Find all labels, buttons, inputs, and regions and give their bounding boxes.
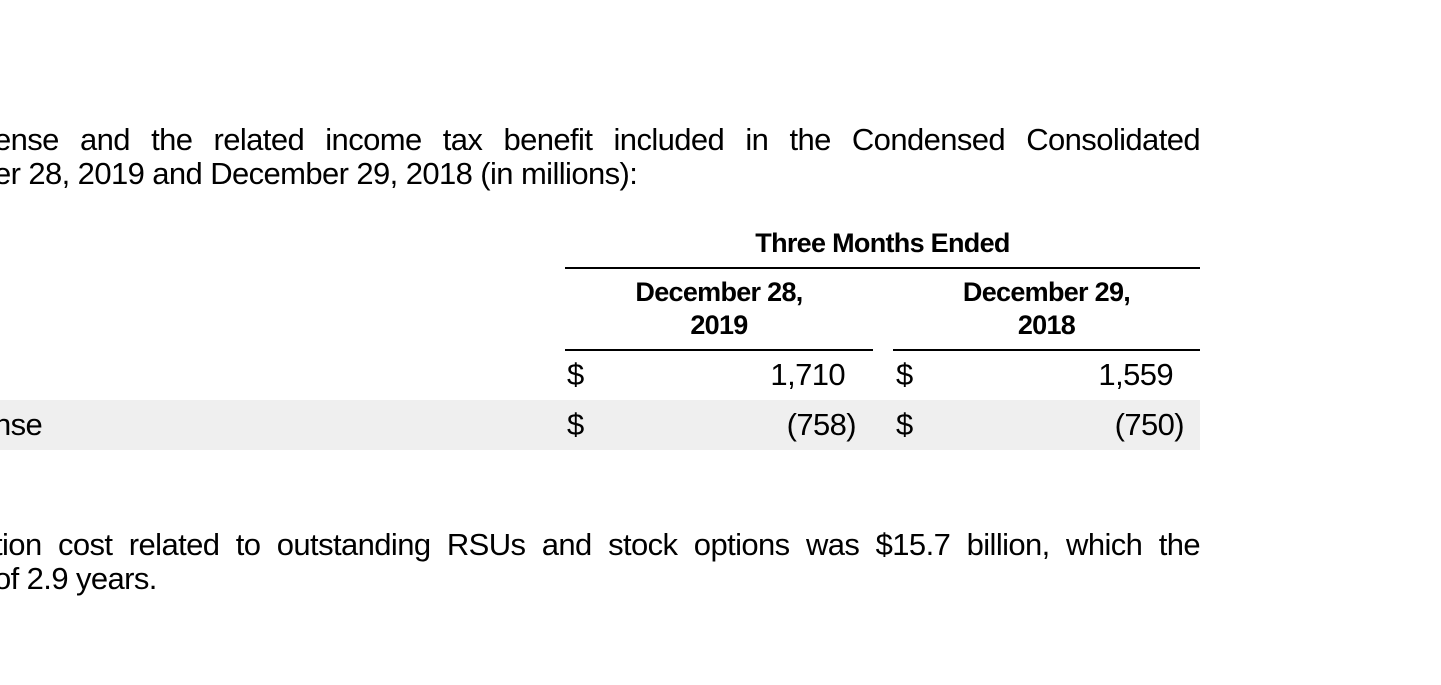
table-row-shading: [0, 400, 1200, 450]
row-1-value-2018: 1,559: [1098, 357, 1173, 392]
row-2-label: nse: [0, 407, 43, 442]
column-header-2018-line-2: 2018: [1017, 310, 1076, 340]
column-header-2019-line-2: 2019: [690, 310, 748, 340]
column-header-2018-rule: [893, 349, 1200, 351]
row-1-value-2019: 1,710: [770, 357, 845, 392]
row-1-currency-2019: $: [567, 357, 584, 392]
group-header-rule: [565, 267, 1200, 269]
column-header-2019: December 28, 2019: [565, 276, 873, 342]
column-header-2019-line-1: December 28,: [635, 277, 803, 307]
row-2-currency-2019: $: [567, 407, 584, 442]
paragraph-1-line-1: ense and the related income tax benefit …: [0, 122, 1201, 157]
paragraph-2-line-2: of 2.9 years.: [0, 561, 157, 596]
table-group-header: Three Months Ended: [755, 228, 1010, 258]
row-2-currency-2018: $: [896, 407, 913, 442]
paragraph-2-line-1: tion cost related to outstanding RSUs an…: [0, 527, 1201, 562]
column-header-2019-rule: [565, 349, 873, 351]
paragraph-1-line-2: er 28, 2019 and December 29, 2018 (in mi…: [0, 156, 638, 191]
column-header-2018-line-1: December 29,: [962, 277, 1131, 307]
row-2-value-2019: (758): [786, 407, 857, 442]
row-1-currency-2018: $: [896, 357, 913, 392]
row-2-value-2018: (750): [1114, 407, 1185, 442]
column-header-2018: December 29, 2018: [893, 276, 1200, 342]
